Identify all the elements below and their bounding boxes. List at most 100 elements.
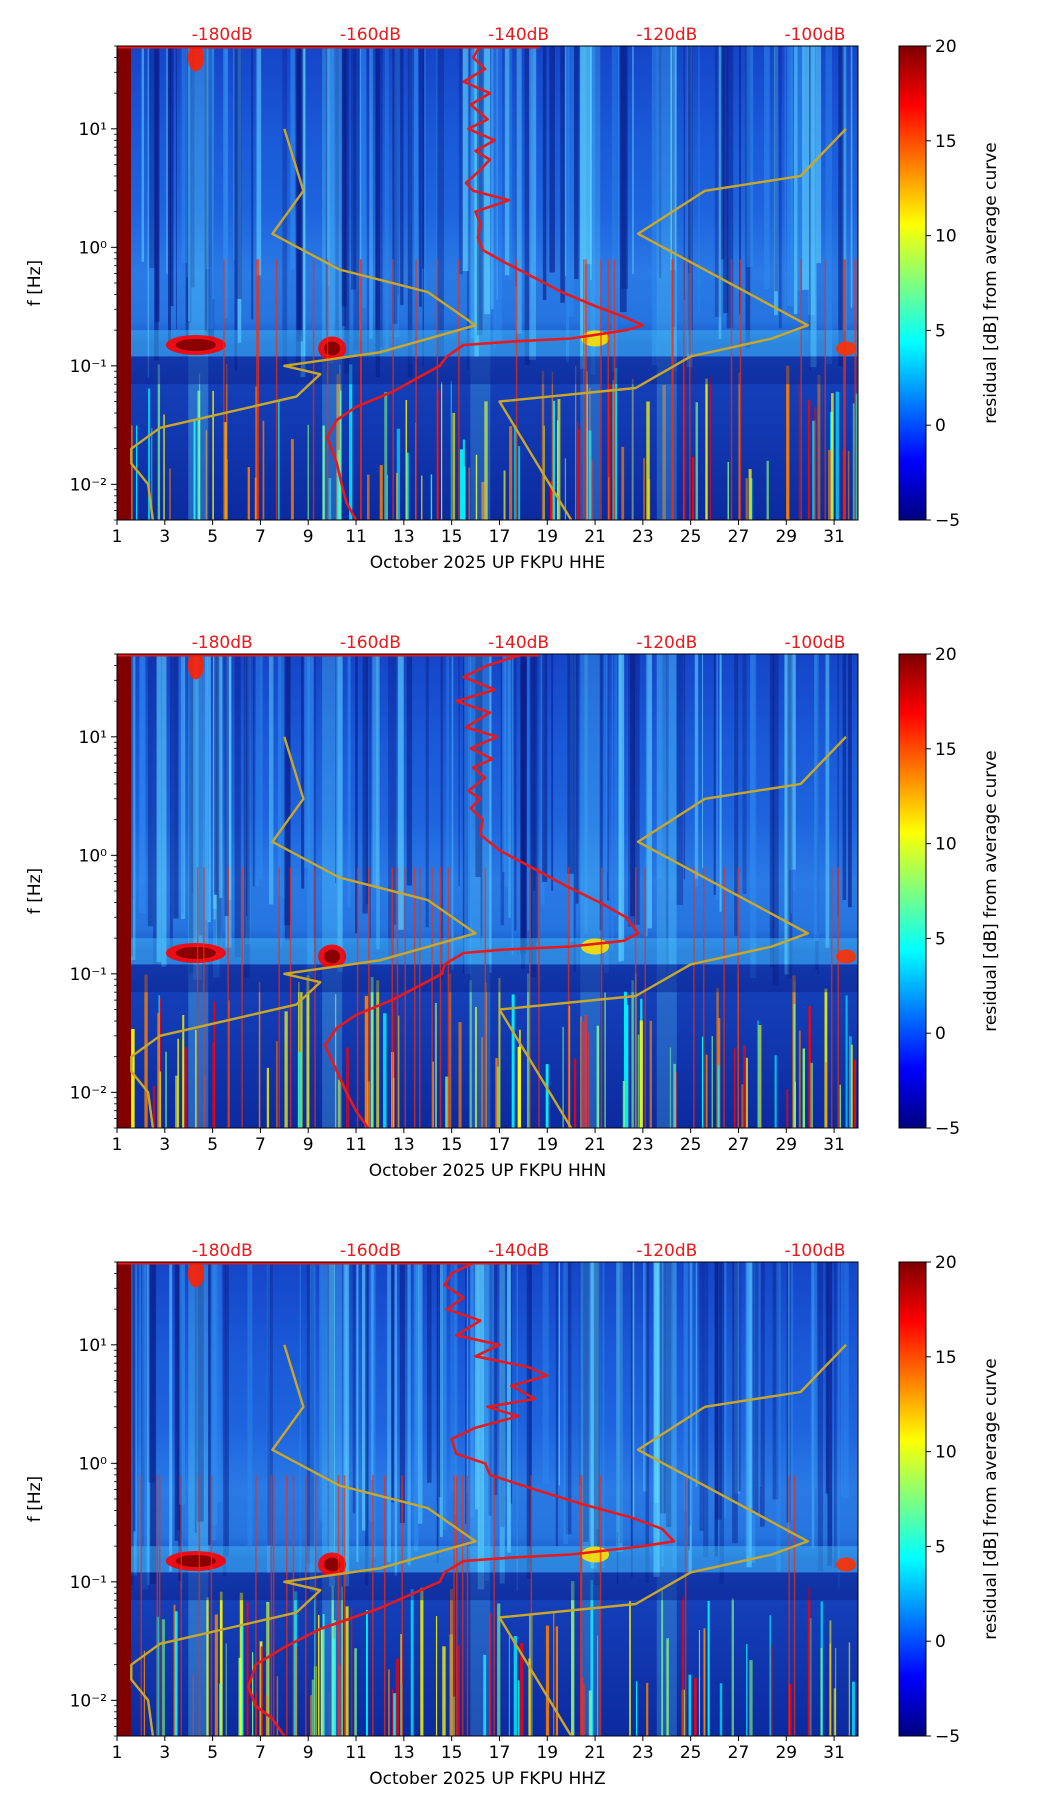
transient-spike bbox=[219, 1591, 223, 1736]
transient-spike bbox=[405, 400, 408, 520]
spectrogram-streak bbox=[787, 1262, 790, 1534]
transient-spike bbox=[275, 1041, 278, 1128]
db-scale-label: -180dB bbox=[192, 1241, 253, 1261]
spectrogram-streak bbox=[838, 46, 844, 367]
spectrogram-streak bbox=[488, 1262, 492, 1516]
x-tick-label: 9 bbox=[303, 1135, 314, 1155]
spectrogram-streak bbox=[565, 1262, 572, 1535]
spectrogram-streak bbox=[129, 1262, 134, 1586]
transient-spike bbox=[513, 1636, 518, 1736]
transient-spike bbox=[388, 1669, 390, 1736]
spectrogram-streak bbox=[784, 654, 790, 975]
energy-column bbox=[188, 46, 209, 520]
transient-spike bbox=[541, 370, 545, 520]
transient-spike bbox=[538, 867, 540, 1128]
x-tick-label: 5 bbox=[207, 527, 218, 547]
spectrogram-streak bbox=[392, 46, 398, 324]
transient-spike bbox=[555, 1626, 559, 1736]
y-axis-label: f [Hz] bbox=[25, 868, 45, 914]
transient-spike bbox=[817, 374, 821, 520]
spectrogram-streak bbox=[301, 654, 305, 889]
spectrogram-streak bbox=[719, 1262, 724, 1584]
transient-spike bbox=[741, 1084, 745, 1128]
transient-spike bbox=[255, 1475, 257, 1736]
median-psd-curve bbox=[323, 654, 640, 1128]
transient-spike bbox=[212, 390, 214, 520]
spectrogram-streak bbox=[335, 46, 339, 349]
transient-spike bbox=[671, 259, 673, 520]
energy-blob bbox=[836, 1557, 857, 1572]
transient-spike bbox=[662, 384, 666, 520]
db-scale-label: -100dB bbox=[784, 1241, 845, 1261]
y-tick-label: 10⁻² bbox=[70, 1083, 107, 1103]
spectrogram-streak bbox=[143, 1262, 147, 1546]
spectrogram-streak bbox=[369, 1262, 375, 1522]
transient-spike bbox=[356, 867, 359, 1128]
spectrogram-streak bbox=[367, 46, 369, 357]
energy-blob bbox=[581, 1546, 610, 1563]
transient-spike bbox=[848, 1642, 851, 1736]
transient-spike bbox=[334, 994, 337, 1128]
x-tick-label: 23 bbox=[632, 1135, 654, 1155]
transient-spike bbox=[623, 991, 628, 1128]
x-tick-label: 25 bbox=[680, 1743, 702, 1763]
x-tick-label: 21 bbox=[584, 1135, 606, 1155]
spectrogram-streak bbox=[616, 1262, 623, 1552]
transient-spike bbox=[151, 428, 153, 520]
transient-spike bbox=[203, 867, 205, 1128]
transient-spike bbox=[626, 1004, 629, 1128]
transient-spike bbox=[812, 420, 816, 520]
transient-spike bbox=[210, 1475, 213, 1736]
spectrogram-streak bbox=[169, 46, 174, 307]
transient-spike bbox=[564, 458, 567, 520]
transient-spike bbox=[198, 1475, 201, 1736]
transient-spike bbox=[727, 461, 729, 520]
nhnm-curve bbox=[498, 1343, 847, 1736]
spectrogram-streak bbox=[191, 46, 195, 288]
x-axis-label: October 2025 UP FKPU HHE bbox=[370, 553, 606, 573]
transient-spike bbox=[368, 867, 370, 1128]
spectrogram-streak bbox=[471, 46, 475, 339]
transient-spike bbox=[205, 430, 208, 520]
transient-spike bbox=[135, 425, 138, 520]
transient-spike bbox=[289, 867, 292, 1128]
spectrogram-streak bbox=[653, 1262, 660, 1577]
transient-spike bbox=[758, 1025, 762, 1128]
spectrogram-streak bbox=[564, 46, 567, 276]
spectrogram-streak bbox=[446, 654, 450, 915]
spectrogram-streak bbox=[296, 46, 303, 342]
transient-spike bbox=[437, 389, 439, 520]
transient-spike bbox=[508, 1636, 510, 1736]
transient-spike bbox=[147, 388, 151, 520]
transient-spike bbox=[852, 403, 855, 520]
x-axis-label: October 2025 UP FKPU HHZ bbox=[369, 1769, 605, 1789]
transient-spike bbox=[843, 259, 845, 520]
transient-spike bbox=[225, 1643, 227, 1736]
transient-spike bbox=[669, 1047, 672, 1128]
spectrogram-streak bbox=[267, 1262, 273, 1546]
spectrogram-streak bbox=[580, 46, 586, 369]
spectrogram-streak bbox=[234, 654, 241, 958]
transient-spike bbox=[317, 1615, 320, 1736]
transient-spike bbox=[180, 1475, 182, 1736]
transient-spike bbox=[798, 1030, 801, 1128]
spectrogram-streak bbox=[350, 46, 357, 290]
transient-spike bbox=[431, 867, 433, 1128]
transient-spike bbox=[376, 980, 380, 1128]
spectrogram-streak bbox=[388, 654, 394, 961]
transient-spike bbox=[808, 1006, 811, 1128]
transient-spike bbox=[391, 867, 394, 1128]
spectrogram-streak bbox=[284, 654, 291, 926]
nlnm-curve bbox=[130, 128, 477, 520]
spectrogram-streak bbox=[352, 1262, 356, 1514]
transient-spike bbox=[157, 364, 161, 520]
transient-spike bbox=[571, 1581, 575, 1736]
transient-spike bbox=[484, 867, 487, 1128]
transient-spike bbox=[421, 475, 423, 520]
colorbar: 20 15 10 5 0 −5 residual [dB] from average cur… bbox=[898, 1253, 1001, 1747]
median-psd-curve bbox=[247, 1262, 676, 1736]
spectrogram-streak bbox=[558, 1262, 560, 1486]
transient-spike bbox=[442, 1646, 446, 1736]
spectrogram-streak bbox=[343, 1262, 350, 1587]
spectrogram-streak bbox=[786, 1262, 791, 1523]
